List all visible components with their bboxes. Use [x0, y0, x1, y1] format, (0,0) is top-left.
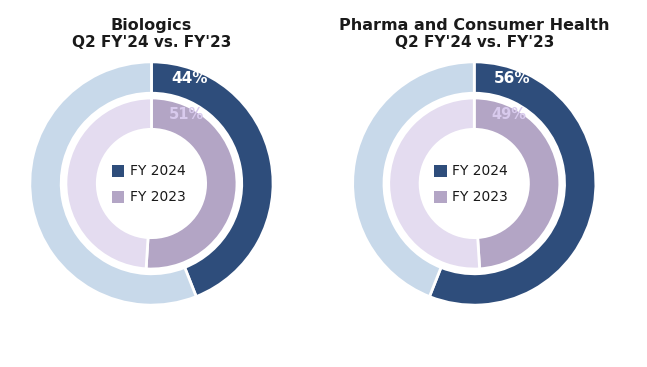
- Text: Q2 FY'24 vs. FY'23: Q2 FY'24 vs. FY'23: [72, 36, 231, 51]
- Text: FY 2023: FY 2023: [129, 190, 185, 204]
- Text: Pharma and Consumer Health: Pharma and Consumer Health: [339, 18, 609, 33]
- Text: Q2 FY'24 vs. FY'23: Q2 FY'24 vs. FY'23: [395, 36, 554, 51]
- Bar: [434, 190, 446, 203]
- Text: FY 2023: FY 2023: [452, 190, 508, 204]
- Text: 44%: 44%: [171, 71, 208, 86]
- Text: 56%: 56%: [494, 71, 531, 86]
- Bar: [434, 165, 446, 177]
- Text: 49%: 49%: [491, 107, 526, 122]
- Wedge shape: [30, 62, 196, 305]
- Text: Biologics: Biologics: [111, 18, 192, 33]
- Wedge shape: [389, 98, 479, 269]
- Wedge shape: [353, 62, 474, 297]
- Wedge shape: [474, 98, 560, 269]
- Wedge shape: [151, 62, 273, 297]
- Bar: [111, 190, 124, 203]
- Text: FY 2024: FY 2024: [129, 164, 185, 178]
- Wedge shape: [66, 98, 151, 269]
- Text: 51%: 51%: [168, 107, 204, 122]
- Wedge shape: [146, 98, 237, 269]
- Bar: [111, 165, 124, 177]
- Wedge shape: [430, 62, 596, 305]
- Text: FY 2024: FY 2024: [452, 164, 508, 178]
